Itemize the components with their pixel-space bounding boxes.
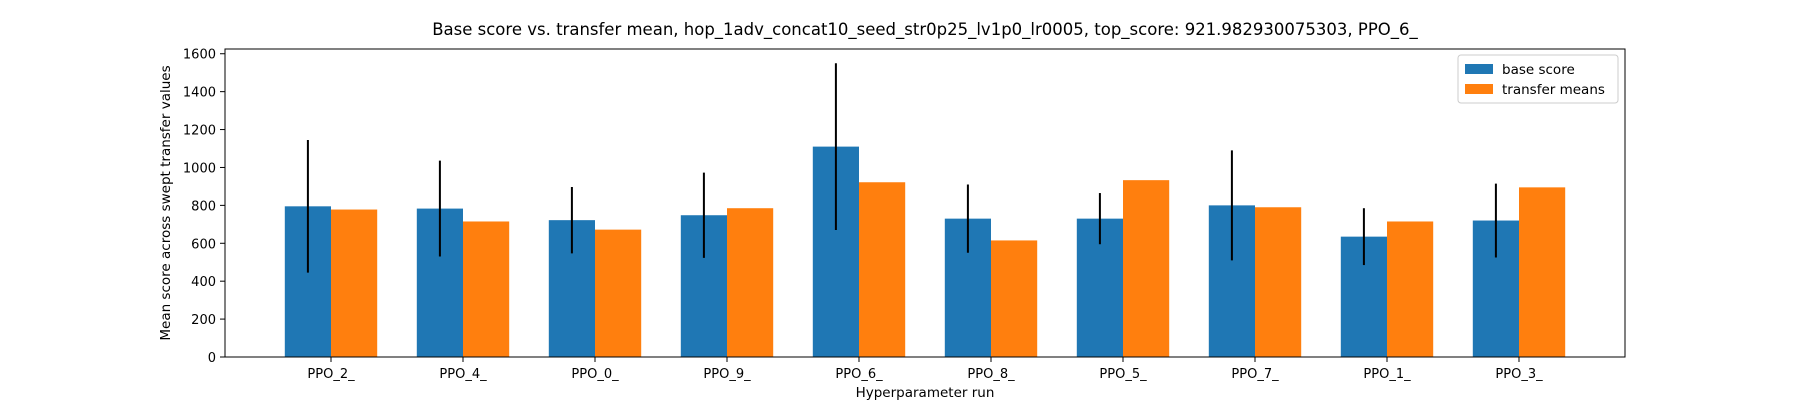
legend-box [1457,54,1619,104]
y-tick-label: 400 [191,275,216,290]
error-bars [306,63,1497,273]
y-tick-label: 1200 [183,124,216,139]
y-tick-label: 1600 [183,48,216,63]
y-tick-label: 1000 [183,161,216,176]
x-tick-label: PPO_2_ [307,367,355,382]
x-tick-label: PPO_1_ [1363,367,1411,382]
bar-transfer-means-ppo-0 [595,229,642,357]
bar-transfer-means-ppo-1 [1387,221,1434,357]
y-axis: 0 200 400 600 800 1000 1200 1400 1600 [183,48,225,366]
legend: base score transfer means [1457,54,1619,104]
x-tick-label: PPO_4_ [439,367,487,382]
legend-label: base score [1502,62,1575,78]
legend-swatch [1465,64,1493,74]
legend-swatch [1465,84,1493,94]
legend-label: transfer means [1502,82,1605,98]
x-tick-label: PPO_9_ [703,367,751,382]
plot-frame [224,48,1626,358]
bar-transfer-means-ppo-5 [1123,180,1170,357]
bar-transfer-means-ppo-3 [1519,187,1566,357]
y-tick-label: 800 [191,199,216,214]
x-tick-label: PPO_0_ [571,367,619,382]
y-tick-label: 200 [191,313,216,328]
x-tick-label: PPO_7_ [1231,367,1279,382]
y-tick-label: 0 [208,351,216,366]
y-tick-label: 600 [191,237,216,252]
x-tick-label: PPO_8_ [967,367,1015,382]
x-tick-label: PPO_6_ [835,367,883,382]
chart-title: Base score vs. transfer mean, hop_1adv_c… [432,20,1418,40]
x-tick-label: PPO_3_ [1495,367,1543,382]
x-axis-label: Hyperparameter run [856,385,995,400]
bar-transfer-means-ppo-8 [991,240,1038,357]
y-axis-label: Mean score across swept transfer values [158,65,174,340]
x-axis: PPO_2_ PPO_4_ PPO_0_ PPO_9_ PPO_6_ PPO_8_ PPO_… [307,357,1543,382]
x-tick-label: PPO_5_ [1099,367,1147,382]
bar-transfer-means-ppo-7 [1255,207,1302,357]
bar-transfer-means-ppo-9 [727,208,774,357]
plot-bars [284,146,1566,357]
bar-transfer-means-ppo-6 [859,182,906,357]
bar-transfer-means-ppo-4 [463,221,510,357]
bar-transfer-means-ppo-2 [331,209,378,357]
y-tick-label: 1400 [183,86,216,101]
